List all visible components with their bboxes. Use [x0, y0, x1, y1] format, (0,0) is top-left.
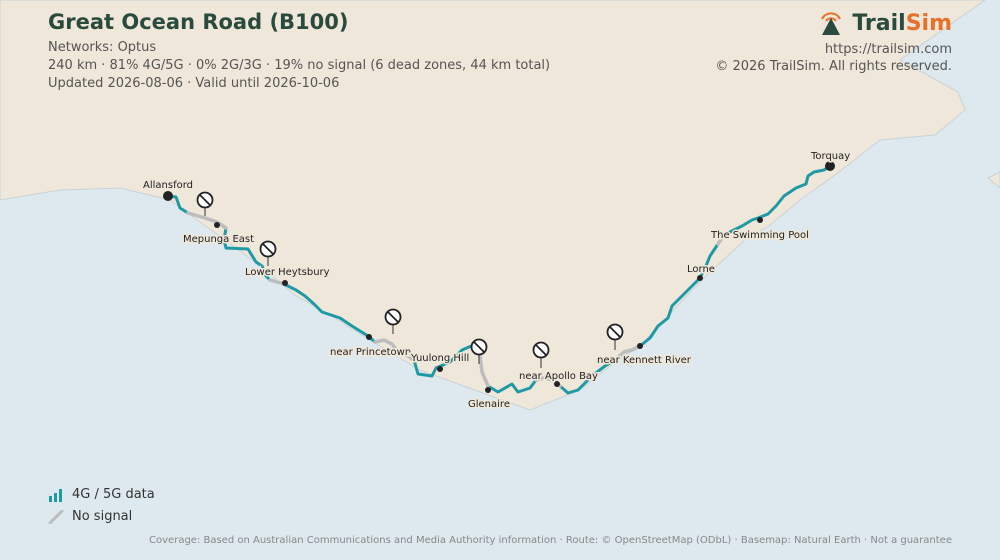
- place-marker-near-kennett-river[interactable]: [637, 343, 643, 349]
- brand-name: TrailSim: [852, 10, 952, 36]
- place-marker-mepunga-east[interactable]: [214, 222, 220, 228]
- no-signal-icon: [532, 341, 550, 368]
- coverage-stats: 240 km · 81% 4G/5G · 0% 2G/3G · 19% no s…: [48, 58, 551, 73]
- updated-text: Updated 2026-08-06 · Valid until 2026-10…: [48, 76, 340, 91]
- signal-tower-icon: [821, 12, 842, 35]
- place-label-lower-heytsbury: Lower Heytsbury: [245, 267, 330, 278]
- place-label-lorne: Lorne: [687, 264, 715, 275]
- land-peninsula: [987, 171, 1000, 189]
- place-label-near-apollo-bay: near Apollo Bay: [519, 371, 598, 382]
- brand-logo[interactable]: TrailSim: [816, 10, 952, 36]
- legend-4g5g-label: 4G / 5G data: [72, 487, 155, 502]
- legend-item-4g5g: 4G / 5G data: [48, 487, 155, 502]
- signal-bars-icon: [49, 488, 62, 502]
- place-label-allansford: Allansford: [143, 180, 193, 191]
- no-signal-line-icon: [48, 509, 64, 524]
- copyright-text: © 2026 TrailSim. All rights reserved.: [715, 59, 952, 74]
- place-marker-lower-heytsbury[interactable]: [282, 280, 288, 286]
- place-marker-lorne[interactable]: [697, 275, 703, 281]
- no-signal-icon: [196, 191, 214, 216]
- page-title: Great Ocean Road (B100): [48, 10, 349, 34]
- place-label-near-princetown: near Princetown: [330, 347, 411, 358]
- no-signal-icon: [470, 338, 488, 364]
- place-label-near-kennett-river: near Kennett River: [597, 355, 692, 366]
- route-no-signal: [186, 211, 724, 388]
- place-marker-torquay[interactable]: [825, 161, 835, 171]
- attribution-footer: Coverage: Based on Australian Communicat…: [149, 535, 952, 546]
- brand-url[interactable]: https://trailsim.com: [824, 42, 952, 57]
- place-marker-swimming-pool[interactable]: [757, 217, 763, 223]
- route-coverage-4g5g: [166, 164, 832, 395]
- place-label-torquay: Torquay: [810, 151, 850, 162]
- place-marker-near-princetown[interactable]: [366, 334, 372, 340]
- place-marker-allansford[interactable]: [163, 191, 173, 201]
- place-marker-near-apollo-bay[interactable]: [554, 381, 560, 387]
- no-signal-icon: [384, 308, 402, 334]
- place-marker-yuulong-hill[interactable]: [437, 366, 443, 372]
- place-label-mepunga-east: Mepunga East: [183, 234, 254, 245]
- place-marker-glenaire[interactable]: [485, 387, 491, 393]
- no-signal-icon: [259, 240, 277, 266]
- networks-text: Networks: Optus: [48, 40, 157, 55]
- legend-item-no-signal: No signal: [48, 509, 132, 524]
- no-signal-icon: [606, 323, 624, 350]
- place-label-glenaire: Glenaire: [468, 399, 510, 410]
- place-label-yuulong-hill: Yuulong Hill: [410, 353, 469, 364]
- legend-no-signal-label: No signal: [72, 509, 133, 524]
- place-label-swimming-pool: The Swimming Pool: [710, 230, 809, 241]
- land-mainland: [0, 0, 986, 411]
